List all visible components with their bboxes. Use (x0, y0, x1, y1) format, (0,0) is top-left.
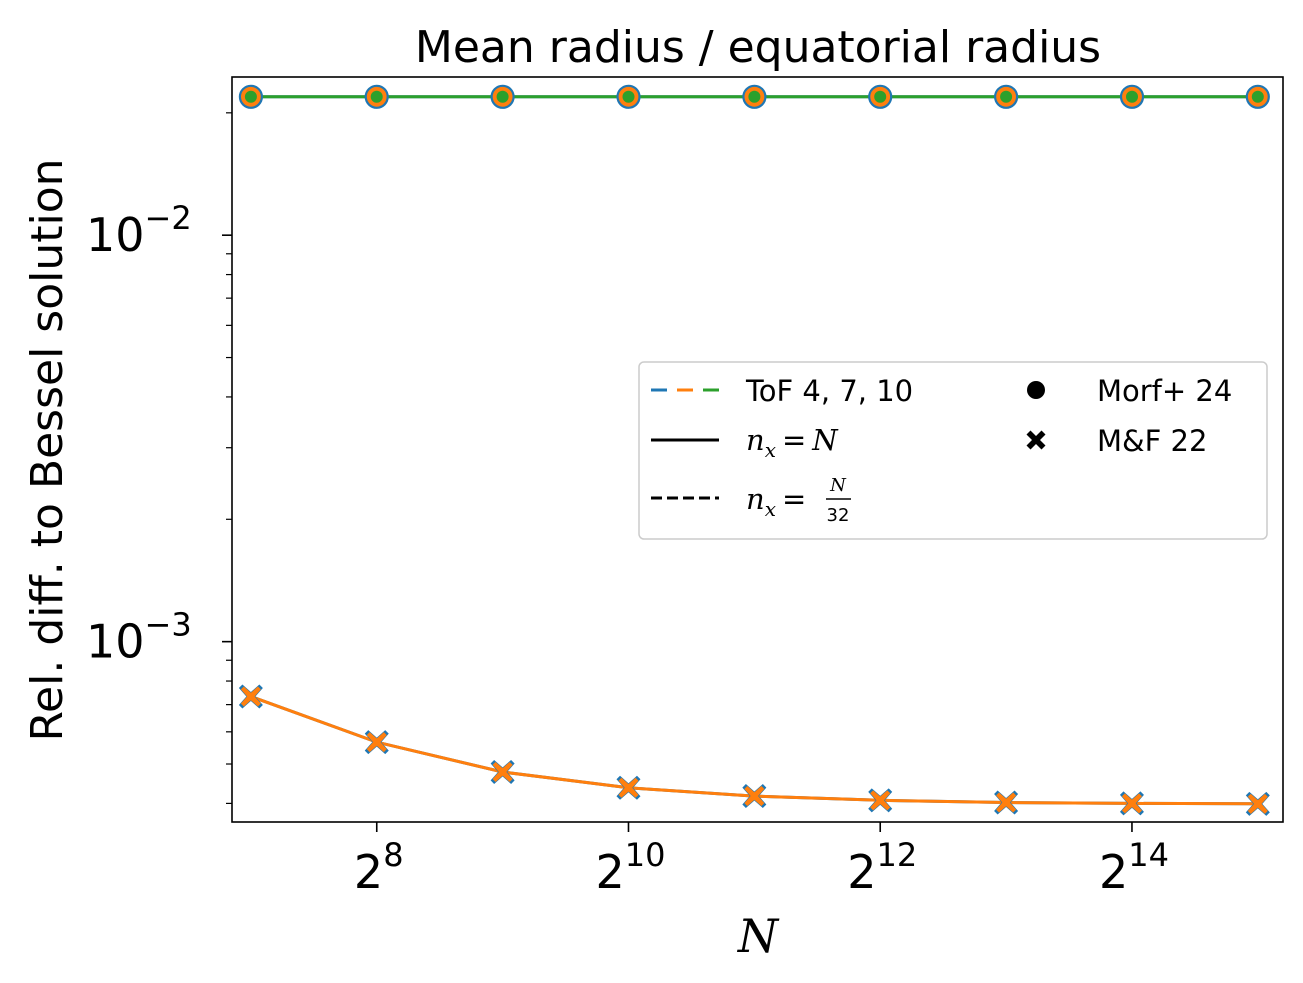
y-axis-minor-ticks (226, 112, 232, 805)
y-tick-label-0: 10−2 (86, 199, 192, 262)
y-axis-label: Rel. diff. to Bessel solution (22, 158, 73, 741)
data-point-s1-1 (370, 90, 383, 103)
data-point-s3-1 (366, 732, 387, 753)
data-point-s1-2 (496, 90, 509, 103)
legend-label-nx-equals-n-over-32: nx = (746, 482, 806, 521)
x-tick-label-2: 212 (847, 836, 917, 899)
y-tick-label-1: 10−3 (86, 606, 192, 669)
legend-box (638, 361, 1268, 540)
series-markers (238, 84, 1270, 816)
data-point-s3-8 (1247, 793, 1268, 814)
data-point-s1-4 (748, 90, 761, 103)
legend-label-tof: ToF 4, 7, 10 (745, 374, 913, 408)
legend-marker-x (1026, 430, 1046, 450)
x-tick-label-0: 28 (354, 836, 404, 899)
x-axis-label: N (737, 909, 780, 963)
legend-label-morf: Morf+ 24 (1097, 374, 1232, 408)
chart-title: Mean radius / equatorial radius (415, 22, 1101, 73)
data-point-s3-7 (1121, 793, 1142, 814)
data-point-s3-2 (492, 761, 513, 782)
data-point-s3-0 (240, 686, 261, 707)
data-point-s1-8 (1251, 90, 1264, 103)
legend-label-nx-equals-n: nx = N (746, 423, 839, 462)
data-point-s3-6 (996, 792, 1017, 813)
data-point-s1-0 (244, 90, 257, 103)
legend-fraction-denominator: 32 (827, 505, 850, 526)
data-point-s3-3 (618, 777, 639, 798)
data-point-s1-6 (1000, 90, 1013, 103)
data-point-s1-5 (874, 90, 887, 103)
data-point-s3-5 (870, 790, 891, 811)
data-point-s1-7 (1126, 90, 1138, 103)
x-axis-ticks: 28 210 212 214 (354, 822, 1169, 899)
legend-fraction-numerator: N (829, 475, 847, 496)
x-tick-label-1: 210 (595, 836, 665, 899)
data-point-s3-4 (744, 786, 765, 807)
x-tick-label-3: 214 (1099, 836, 1169, 899)
legend-marker-circle (1027, 381, 1045, 399)
legend-label-mf: M&F 22 (1097, 424, 1207, 458)
y-axis-ticks: 10−2 10−3 (86, 199, 232, 669)
legend: ToF 4, 7, 10 nx = N nx = N 32 Morf+ 24 M&F … (638, 361, 1268, 540)
data-point-s1-3 (622, 90, 635, 103)
plot-frame (231, 76, 1284, 823)
